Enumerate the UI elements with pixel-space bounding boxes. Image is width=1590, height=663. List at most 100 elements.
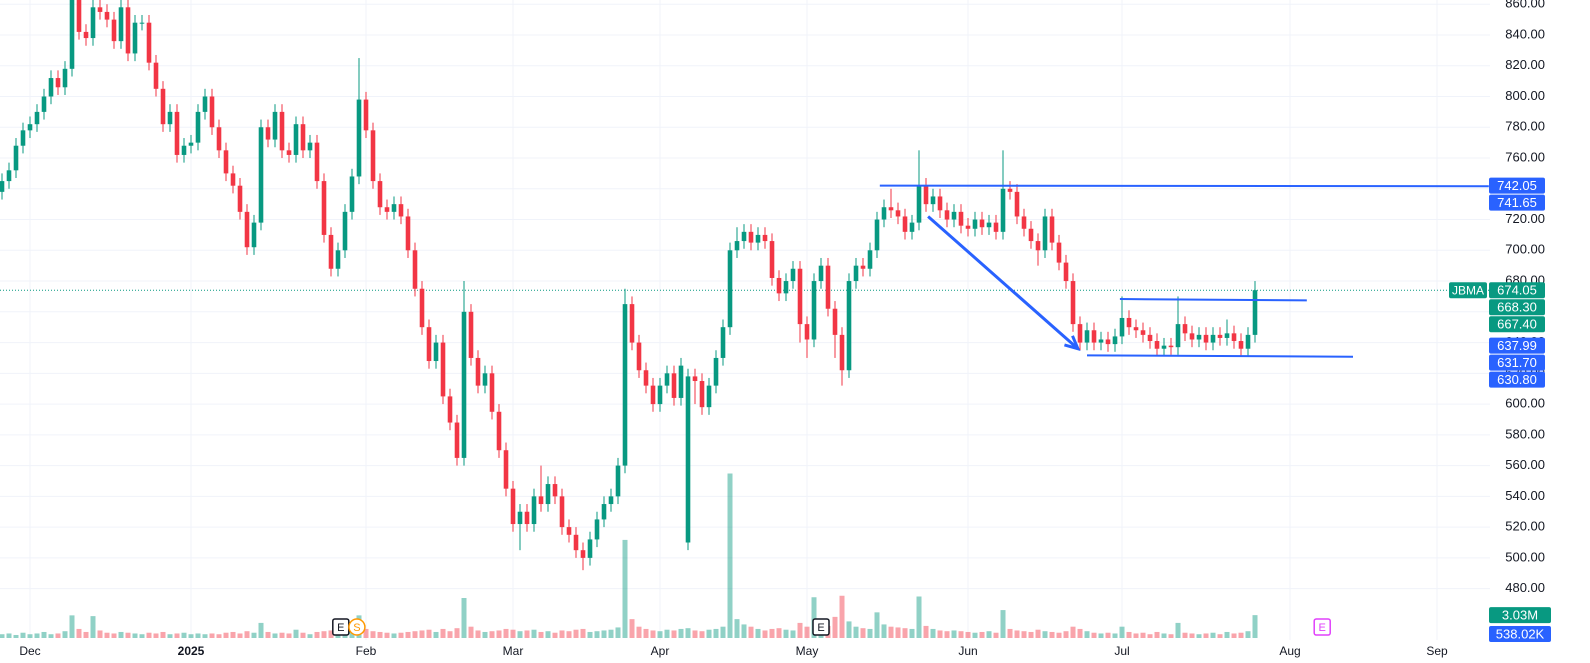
- candle-body: [139, 22, 145, 24]
- candle-body: [307, 142, 313, 151]
- candle-body: [1210, 334, 1216, 343]
- volume-bar: [27, 634, 33, 638]
- volume-bar: [293, 629, 299, 638]
- volume-bar: [328, 630, 334, 638]
- candle-body: [552, 484, 558, 497]
- volume-bar: [1126, 631, 1132, 638]
- volume-bar: [76, 628, 82, 638]
- candle-body: [699, 381, 705, 408]
- candle-body: [349, 176, 355, 212]
- volume-bar: [727, 473, 733, 638]
- volume-bar: [1189, 633, 1195, 638]
- volume-bar: [1098, 633, 1104, 638]
- volume-bar: [69, 615, 75, 638]
- volume-bar: [482, 631, 488, 638]
- candle-body: [265, 127, 271, 140]
- candle-body: [258, 127, 264, 223]
- volume-bar: [1161, 633, 1167, 638]
- candle-body: [125, 7, 131, 54]
- volume-bar: [195, 633, 201, 638]
- x-tick-label: Aug: [1279, 644, 1300, 658]
- candle-body: [426, 327, 432, 362]
- candle-body: [678, 365, 684, 398]
- candle-body: [335, 250, 341, 269]
- volume-bar: [713, 628, 719, 638]
- price-tag-label: 742.05: [1497, 178, 1537, 193]
- y-tick-label: 860.00: [1505, 0, 1545, 11]
- candle-body: [1175, 324, 1181, 348]
- volume-bar: [181, 632, 187, 638]
- candle-body: [958, 211, 964, 226]
- volume-bar: [762, 630, 768, 638]
- candle-body: [839, 334, 845, 371]
- volume-bar: [923, 625, 929, 638]
- candle-body: [692, 376, 698, 382]
- volume-bar: [489, 631, 495, 638]
- candle-body: [1119, 317, 1125, 337]
- candle-body: [419, 288, 425, 328]
- volume-bar: [720, 626, 726, 638]
- candle-body: [20, 130, 26, 146]
- candle-body: [790, 268, 796, 282]
- candle-body: [965, 225, 971, 229]
- candle-body: [524, 511, 530, 525]
- candle-body: [1014, 191, 1020, 217]
- candle-body: [216, 127, 222, 151]
- candle-body: [447, 396, 453, 423]
- volume-bar: [986, 631, 992, 638]
- volume-bar: [839, 595, 845, 638]
- candle-body: [76, 0, 82, 32]
- candle-body: [55, 78, 61, 88]
- volume-bar: [440, 628, 446, 638]
- candle-body: [223, 150, 229, 174]
- volume-bar: [496, 630, 502, 638]
- candle-body: [97, 7, 103, 12]
- volume-bar: [139, 634, 145, 638]
- volume-bar: [370, 631, 376, 638]
- volume-bar: [650, 630, 656, 638]
- candle-body: [1252, 290, 1258, 335]
- volume-bar: [734, 619, 740, 638]
- arrow-head: [1064, 335, 1081, 352]
- candle-body: [769, 241, 775, 278]
- candle-body: [272, 111, 278, 140]
- volume-bar: [909, 628, 915, 638]
- volume-bar: [965, 631, 971, 638]
- volume-bar: [20, 632, 26, 638]
- candle-body: [1098, 339, 1104, 343]
- candle-body: [811, 281, 817, 340]
- volume-bar: [223, 632, 229, 638]
- candle-body: [1231, 333, 1237, 342]
- volume-bar: [538, 631, 544, 638]
- volume-bar: [1147, 634, 1153, 638]
- candle-body: [762, 234, 768, 242]
- candle-body: [69, 0, 75, 69]
- price-tag-label: 674.05: [1497, 283, 1537, 298]
- candle-body: [517, 511, 523, 525]
- volume-bar: [608, 629, 614, 638]
- volume-bar: [1210, 632, 1216, 638]
- candle-body: [1028, 228, 1034, 242]
- volume-bar: [860, 628, 866, 638]
- volume-bar: [902, 628, 908, 638]
- candle-body: [671, 373, 677, 398]
- candle-body: [951, 211, 957, 220]
- price-tag: [1489, 354, 1545, 371]
- candle-body: [48, 78, 54, 97]
- y-tick-label: 800.00: [1505, 88, 1545, 103]
- volume-bar: [811, 597, 817, 638]
- volume-bar: [1182, 632, 1188, 638]
- volume-bar: [1014, 630, 1020, 638]
- candle-body: [636, 342, 642, 371]
- volume-bar: [300, 632, 306, 638]
- volume-bar: [55, 633, 61, 638]
- candle-body: [1105, 339, 1111, 345]
- candle-body: [888, 207, 894, 211]
- candle-body: [1189, 333, 1195, 340]
- volume-bar: [377, 631, 383, 638]
- volume-bar: [1196, 634, 1202, 638]
- volume-bar: [34, 633, 40, 638]
- candle-body: [34, 111, 40, 125]
- candle-body: [167, 111, 173, 125]
- candle-body: [1035, 241, 1041, 251]
